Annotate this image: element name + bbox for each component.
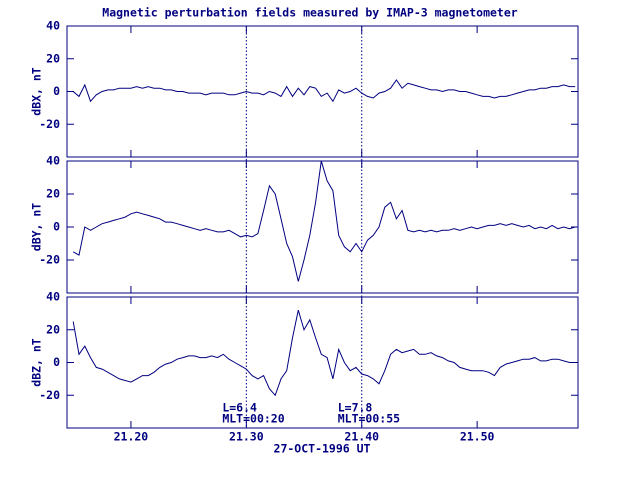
- annotation: L=6.4: [222, 401, 257, 415]
- x-tick-label: 21.50: [460, 430, 495, 444]
- annotation: L=7.8: [338, 401, 373, 415]
- x-tick-label: 21.30: [229, 430, 264, 444]
- y-tick-label: -20: [39, 388, 60, 402]
- panel-frame: [66, 25, 579, 158]
- y-tick-label: 20: [46, 322, 60, 336]
- y-tick-label: 40: [46, 19, 60, 33]
- y-tick-label: 20: [46, 187, 60, 201]
- y-axis-label: dBX, nT: [30, 67, 44, 116]
- x-axis-label: 27-OCT-1996 UT: [274, 442, 371, 456]
- y-tick-label: 20: [46, 51, 60, 65]
- x-tick-label: 21.20: [114, 430, 149, 444]
- y-axis-label: dBZ, nT: [30, 338, 44, 387]
- y-tick-label: 40: [46, 290, 60, 304]
- y-tick-label: 40: [46, 154, 60, 168]
- y-tick-label: 0: [53, 84, 60, 98]
- panel-frame: [66, 160, 579, 294]
- x-tick-label: 21.40: [344, 430, 379, 444]
- y-axis-label: dBY, nT: [30, 203, 44, 252]
- chart-title: Magnetic perturbation fields measured by…: [102, 6, 517, 20]
- annotation: MLT=00:20: [222, 412, 284, 426]
- data-line: [72, 79, 576, 103]
- data-line: [72, 309, 576, 397]
- panel-frame: [66, 296, 579, 429]
- y-tick-label: -20: [39, 117, 60, 131]
- y-tick-label: -20: [39, 253, 60, 267]
- data-line: [72, 160, 576, 282]
- y-tick-label: 0: [53, 355, 60, 369]
- annotation: MLT=00:55: [338, 412, 400, 426]
- y-tick-label: 0: [53, 220, 60, 234]
